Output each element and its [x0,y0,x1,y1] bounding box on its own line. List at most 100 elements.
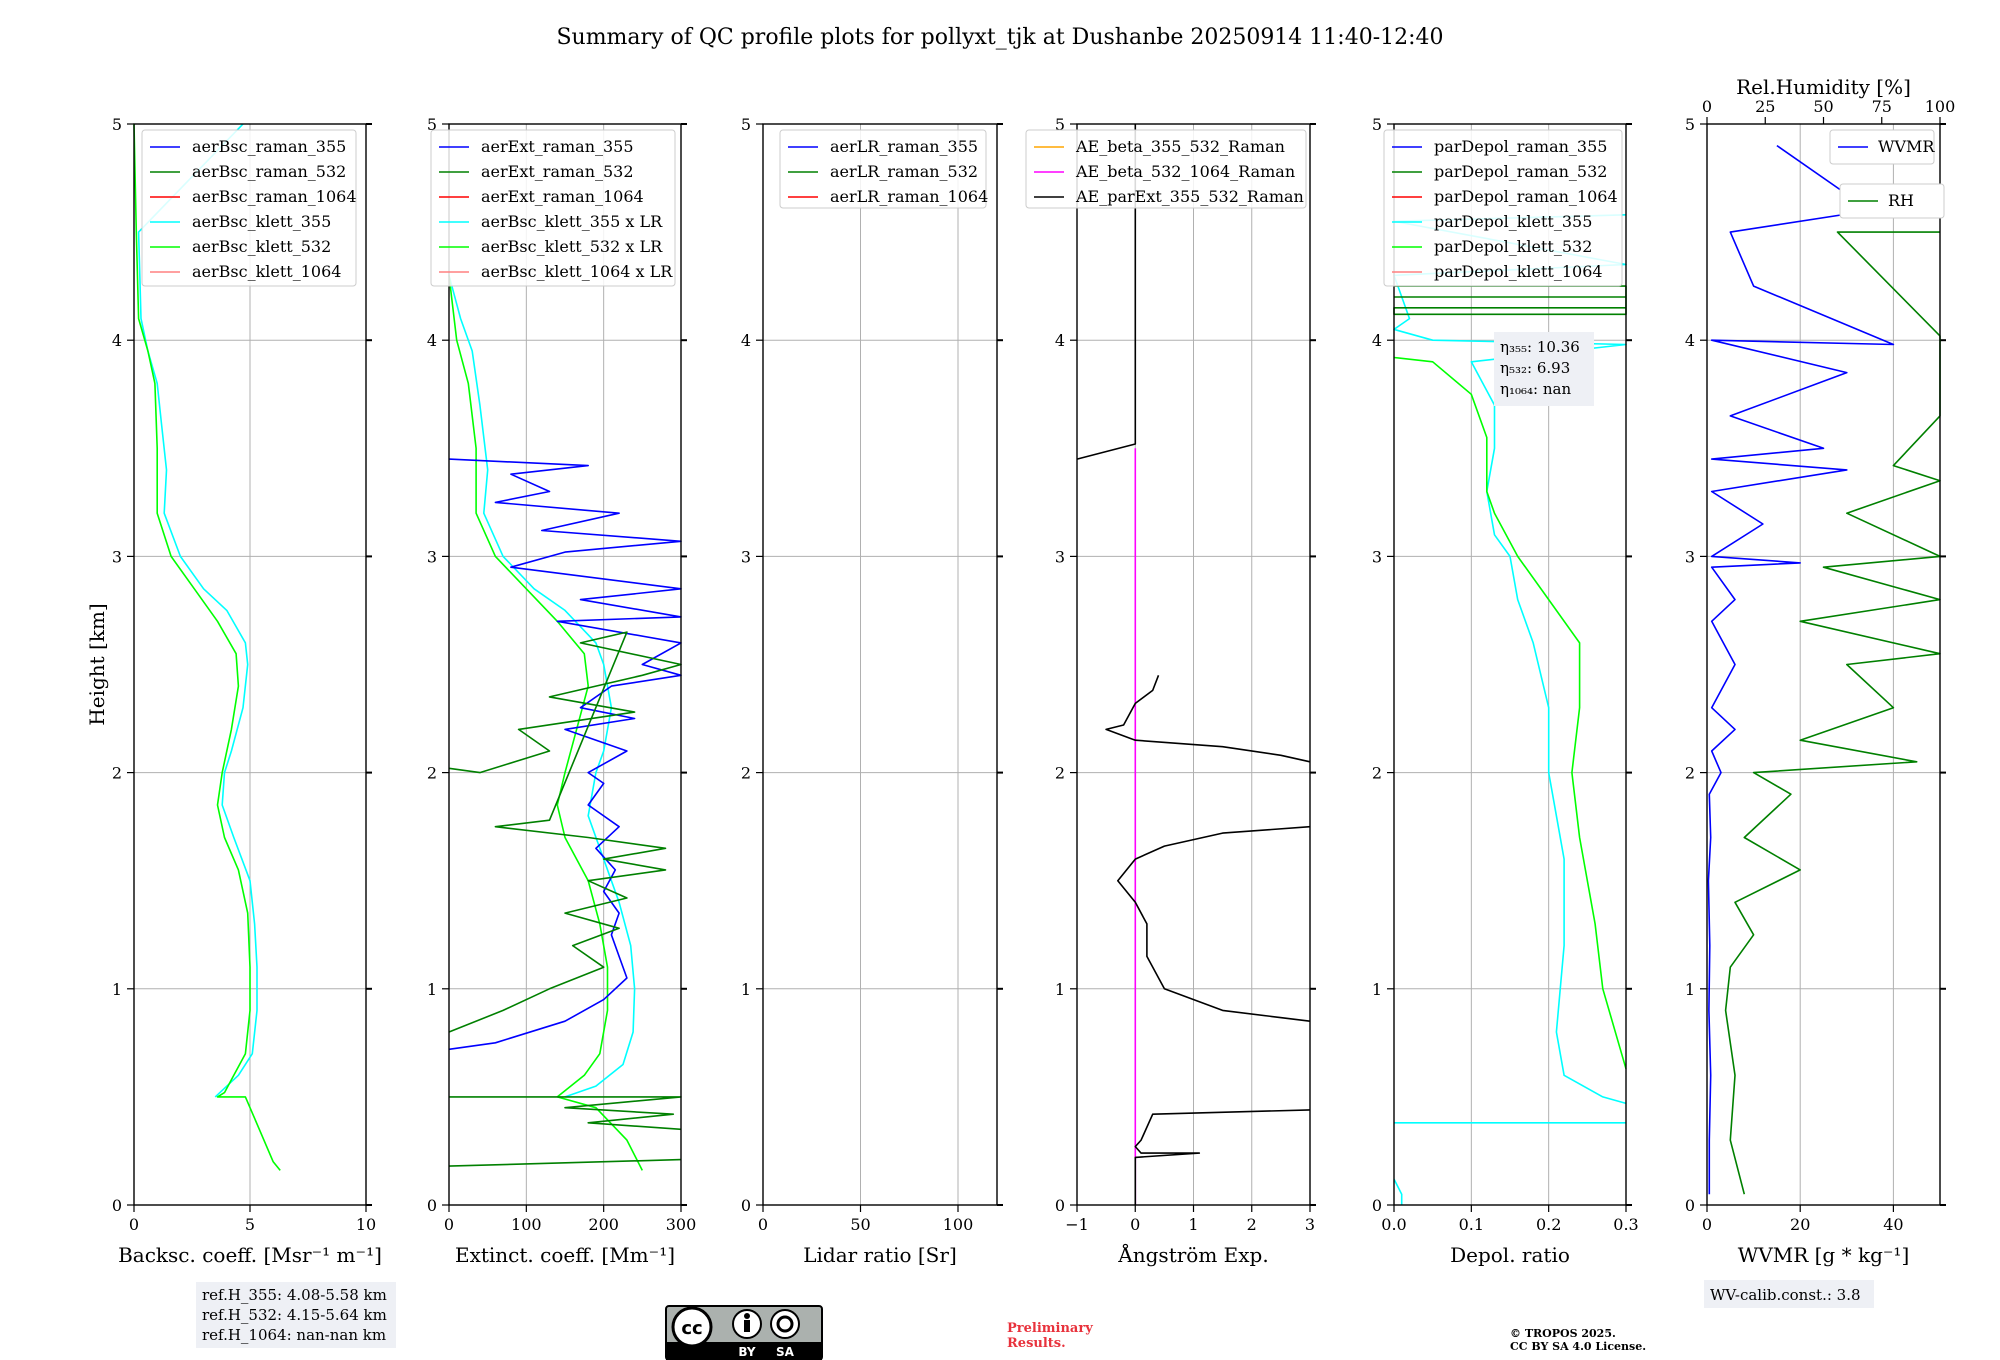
y-tick-label: 0 [741,1196,751,1215]
y-tick-label: 3 [1055,547,1065,566]
legend-entry: AE_beta_532_1064_Raman [1075,162,1295,181]
x-tick-label: 0.2 [1536,1215,1561,1234]
series-line-aerBsc-klett-355 [137,123,258,1098]
x-tick-label: −1 [1065,1215,1089,1234]
plot-frame [762,123,998,1206]
y-tick-label: 3 [1372,547,1382,566]
y-tick-label: 3 [1685,547,1695,566]
legend-box [779,129,987,209]
x-tick-label: 10 [356,1215,376,1234]
legend-box [1383,129,1623,287]
legend-entry: aerExt_raman_532 [481,162,634,181]
preliminary-label-line2: Results. [1007,1336,1066,1351]
y-tick-label: 1 [427,980,437,999]
ref-height-355: ref.H_355: 4.08-5.58 km [202,1286,387,1304]
figure-title: Summary of QC profile plots for pollyxt_… [556,25,1443,50]
series-line-RH [1724,231,1941,1195]
legend-entry: aerBsc_klett_355 x LR [481,212,663,231]
x-tick-label: 0 [129,1215,139,1234]
y-tick-label: 4 [112,331,122,350]
series-line-AE-parExt-355-532-Raman-2 [1105,675,1311,763]
y-tick-label: 5 [1055,115,1065,134]
x-tick-label: 40 [1883,1215,1903,1234]
x-tick-label: 200 [588,1215,619,1234]
legend-entry: AE_parExt_355_532_Raman [1075,187,1304,206]
panel-bsc: 0 5 10 0 1 2 3 4 5 Backsc. coeff. [Msr⁻¹ m⁻¹] Heig… [85,115,382,1267]
legend-entry: aerLR_raman_355 [830,137,978,156]
legend-entry: aerBsc_klett_355 [192,212,331,231]
series-line-WVMR [1707,144,1895,1195]
series-line-AE-parExt-355-532-Raman-4 [1134,1109,1311,1205]
y-tick-label: 4 [1372,331,1382,350]
x-tick-label: 0.3 [1613,1215,1638,1234]
x-tick-label: 300 [666,1215,697,1234]
preliminary-label-line1: Preliminary [1007,1321,1093,1336]
plot-frame [448,123,682,1206]
x-axis-label: Extinct. coeff. [Mm⁻¹] [455,1243,675,1267]
plot-frame [1393,123,1627,1206]
legend-box [1025,129,1307,209]
plot-frame [133,123,367,1206]
y-tick-label: 4 [1055,331,1065,350]
y-tick-label: 2 [427,764,437,783]
x-tick-label: 5 [245,1215,255,1234]
copyright-line2: CC BY SA 4.0 License. [1510,1340,1646,1353]
legend-entry: parDepol_klett_355 [1434,212,1592,231]
calib-annotation-box [1704,1280,1874,1308]
x-axis-label: Backsc. coeff. [Msr⁻¹ m⁻¹] [118,1243,382,1267]
y-tick-label: 0 [1685,1196,1695,1215]
sa-label: SA [776,1345,795,1359]
y-tick-label: 0 [1372,1196,1382,1215]
y-tick-label: 1 [112,980,122,999]
legend-entry: RH [1888,191,1914,210]
legend-entry: parDepol_raman_1064 [1434,187,1618,206]
y-tick-label: 2 [1685,764,1695,783]
x-tick-label: 20 [1790,1215,1810,1234]
series-line-AE-parExt-355-532-Raman [1076,124,1137,460]
x-tick-label: 100 [511,1215,542,1234]
y-tick-label: 1 [741,980,751,999]
top-x-axis-label: Rel.Humidity [%] [1736,75,1911,99]
y-tick-label: 1 [1372,980,1382,999]
x-tick-label: 2 [1247,1215,1257,1234]
plot-frame [1706,123,1941,1206]
x-tick-label: 3 [1305,1215,1315,1234]
legend-entry: aerBsc_raman_355 [192,137,346,156]
legend-entry: aerExt_raman_1064 [481,187,644,206]
eta-1064-label: η₁₀₆₄: nan [1500,380,1571,398]
legend-entry: aerLR_raman_532 [830,162,978,181]
top-x-tick-label: 50 [1813,97,1833,116]
panel-depol: 0.0 0.1 0.2 0.3 0 1 2 3 4 5 Depol. ratio parDepol_r… [1372,115,1639,1267]
x-tick-label: 0 [758,1215,768,1234]
y-axis-label: Height [km] [85,603,109,725]
legend-entry: AE_beta_355_532_Raman [1075,137,1285,156]
y-tick-label: 5 [1372,115,1382,134]
top-x-tick-label: 25 [1755,97,1775,116]
series-line-aerExt-raman-532-base [448,1158,682,1167]
legend-box [1829,129,1935,165]
legend-box [1839,183,1945,219]
y-tick-label: 2 [1372,764,1382,783]
y-tick-label: 1 [1685,980,1695,999]
x-axis-label: Lidar ratio [Sr] [803,1243,957,1267]
ref-height-box: ref.H_355: 4.08-5.58 km ref.H_532: 4.15-… [196,1282,396,1348]
series-line-aerExt-raman-355 [448,458,682,1051]
sa-share-icon [770,1309,800,1339]
legend-entry: aerBsc_raman_1064 [192,187,357,206]
y-tick-label: 2 [741,764,751,783]
plot-frame [1076,123,1311,1206]
series-line-parDepol-klett-355 [1393,214,1627,1105]
y-tick-label: 0 [427,1196,437,1215]
legend-entry: aerLR_raman_1064 [830,187,988,206]
legend-box [141,129,357,287]
x-tick-label: 0 [1130,1215,1140,1234]
x-tick-label: 0 [1702,1215,1712,1234]
legend-entry: aerBsc_klett_532 x LR [481,237,663,256]
top-x-tick-label: 100 [1925,97,1956,116]
y-tick-label: 2 [112,764,122,783]
series-line-parDepol-klett-532 [1393,356,1627,1070]
x-tick-label: 100 [943,1215,974,1234]
